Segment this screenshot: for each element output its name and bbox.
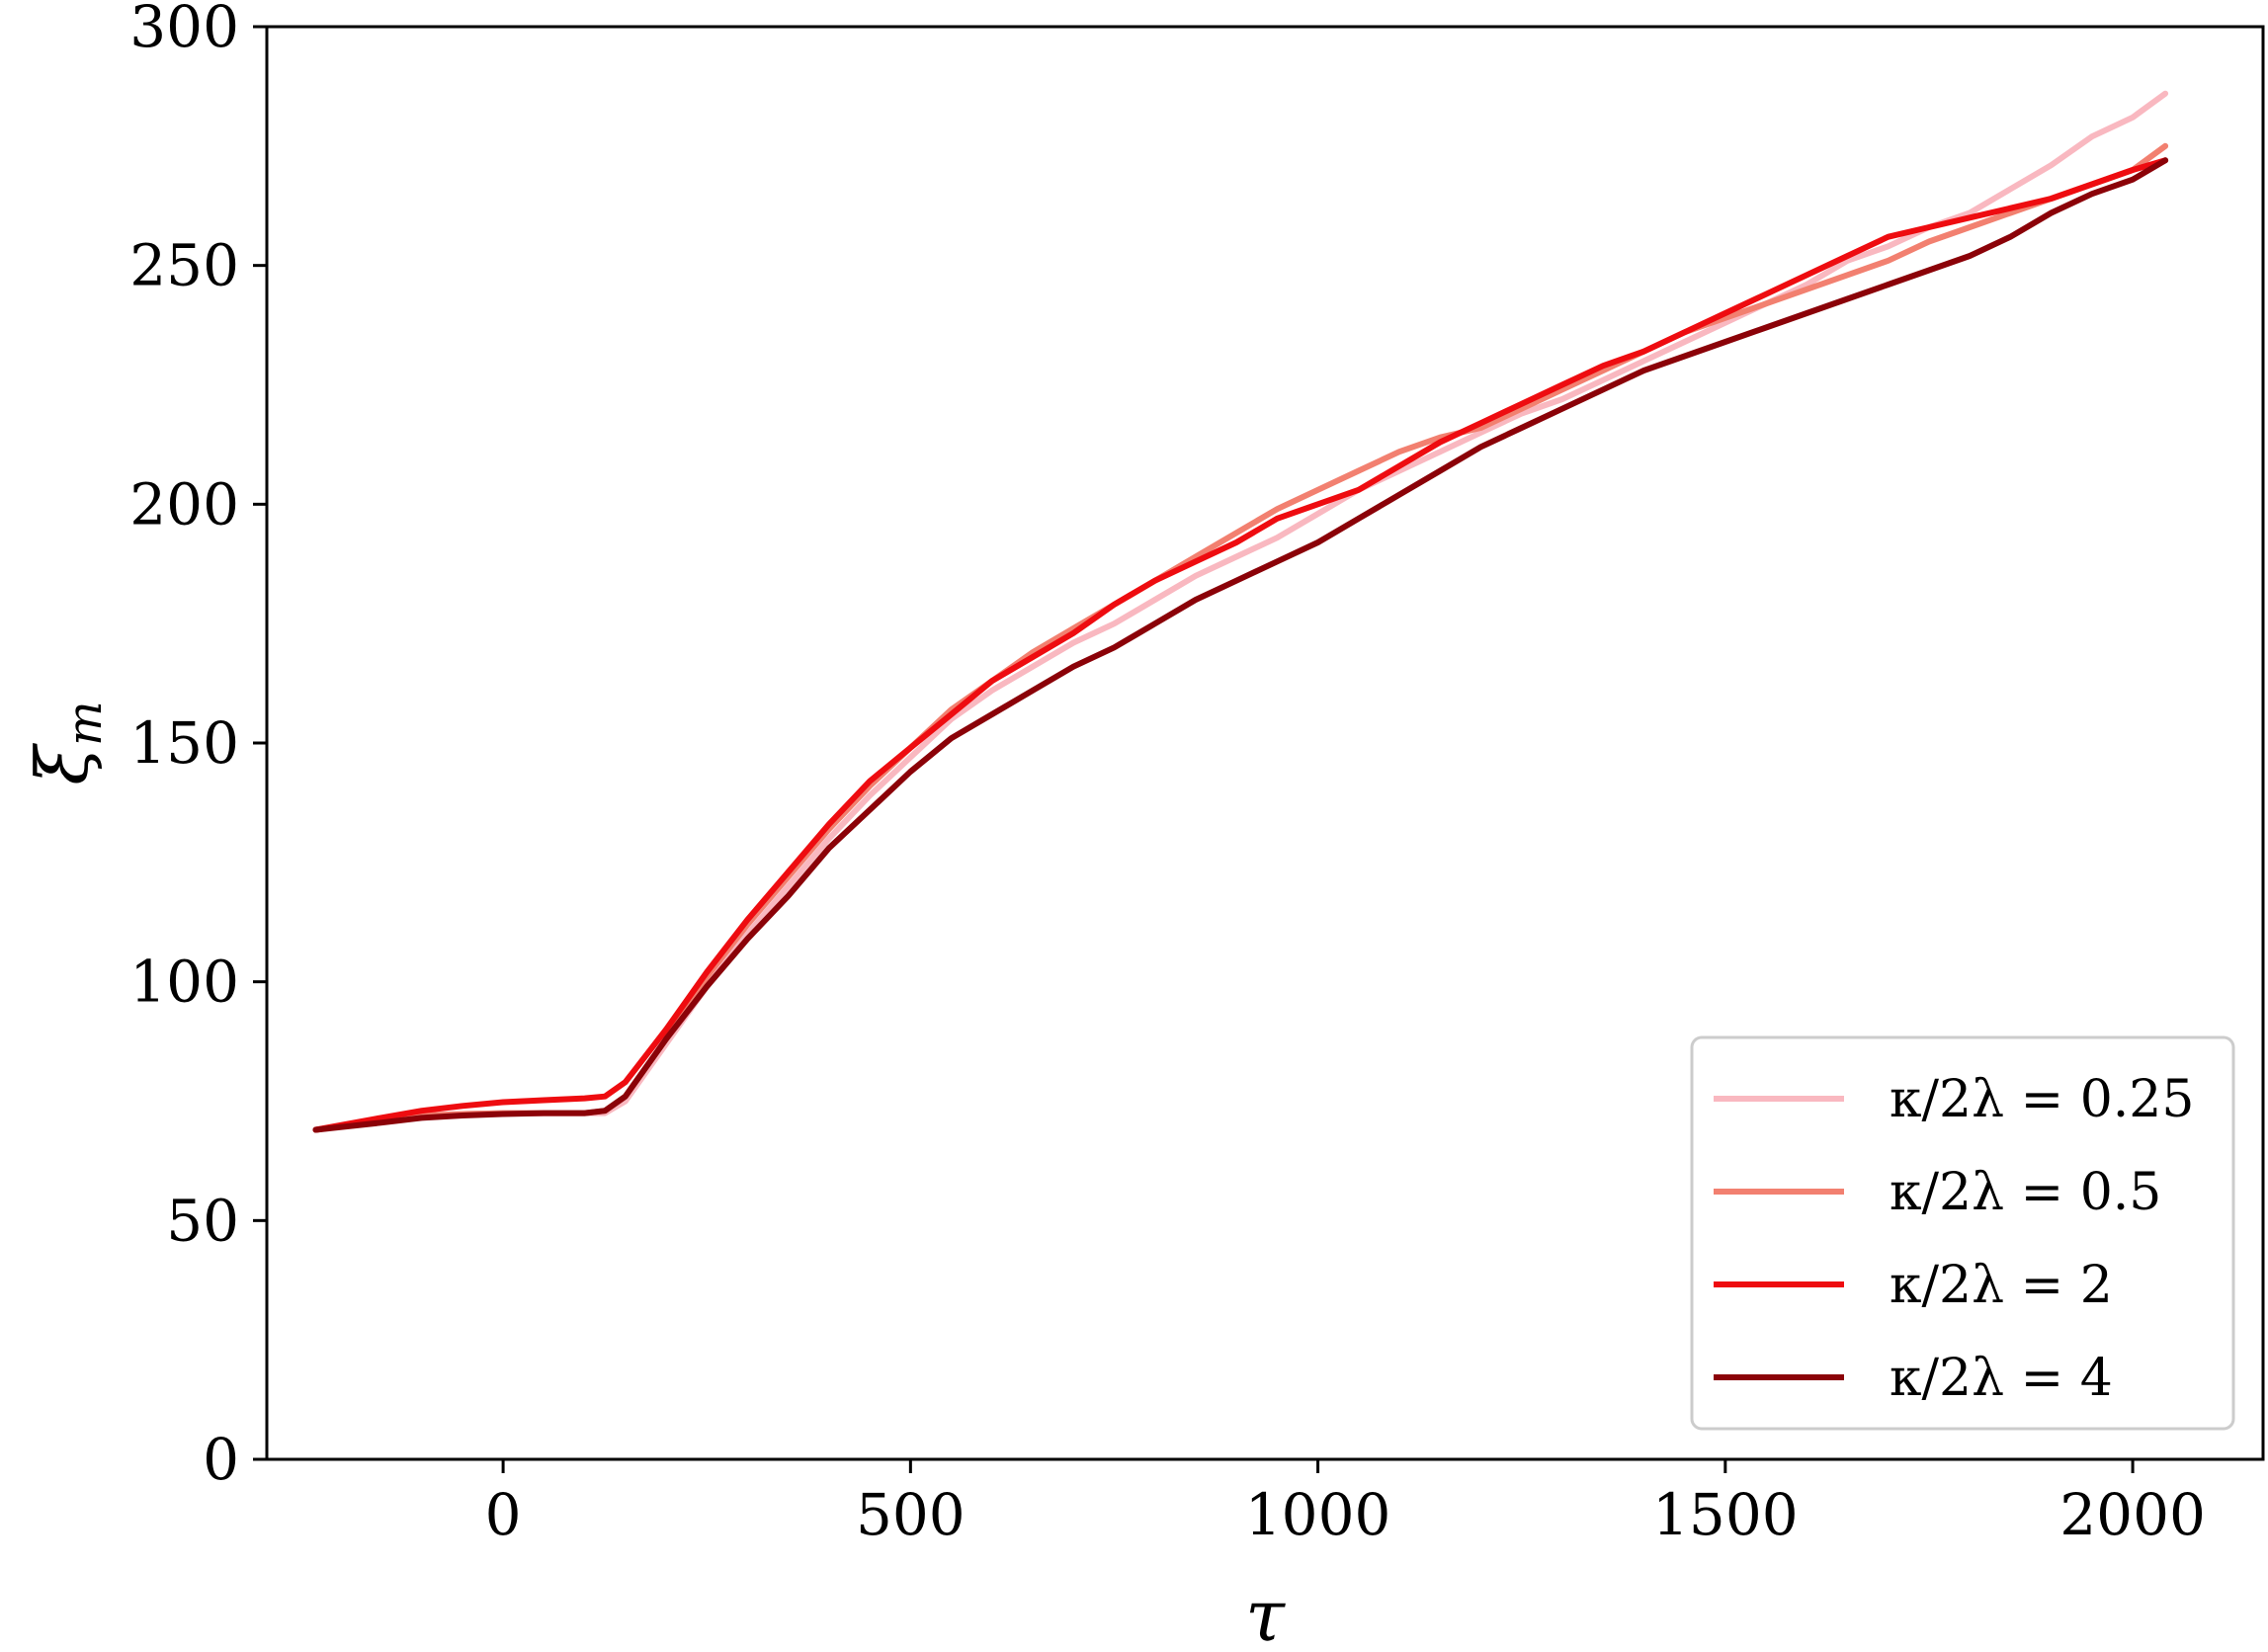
y-tick-label: 0 xyxy=(203,1426,239,1493)
y-tick-label: 200 xyxy=(129,470,239,537)
x-tick-label: 500 xyxy=(856,1481,966,1548)
x-tick-label: 1500 xyxy=(1652,1481,1799,1548)
series-line-2 xyxy=(312,142,2169,1133)
y-tick-label: 100 xyxy=(129,949,239,1016)
legend: κ/2λ = 0.25 κ/2λ = 0.5 κ/2λ = 2 κ/2λ = 4 xyxy=(1690,1035,2235,1431)
x-tick-label: 0 xyxy=(485,1481,522,1548)
y-tick-label: 250 xyxy=(129,232,239,299)
y-axis-title: ξm xyxy=(21,701,113,785)
series-line-4 xyxy=(312,157,2169,1133)
y-tick-label: 300 xyxy=(129,0,239,60)
legend-label: κ/2λ = 4 xyxy=(1890,1349,2113,1408)
series-line-1 xyxy=(312,90,2169,1133)
legend-box xyxy=(1690,1035,2235,1431)
series-lines xyxy=(312,90,2169,1133)
axis-ticks: 0 500 1000 1500 2000 0 50 100 150 200 250 300 xyxy=(129,0,2206,1548)
x-tick-label: 1000 xyxy=(1245,1481,1391,1548)
series-line-3 xyxy=(312,157,2169,1133)
legend-label: κ/2λ = 2 xyxy=(1890,1256,2113,1315)
y-tick-label: 50 xyxy=(166,1187,239,1254)
x-tick-label: 2000 xyxy=(2059,1481,2206,1548)
legend-label: κ/2λ = 0.5 xyxy=(1890,1163,2161,1222)
x-axis-title: τ xyxy=(1245,1574,1286,1652)
legend-label: κ/2λ = 0.25 xyxy=(1890,1070,2194,1129)
y-tick-label: 150 xyxy=(129,709,239,777)
